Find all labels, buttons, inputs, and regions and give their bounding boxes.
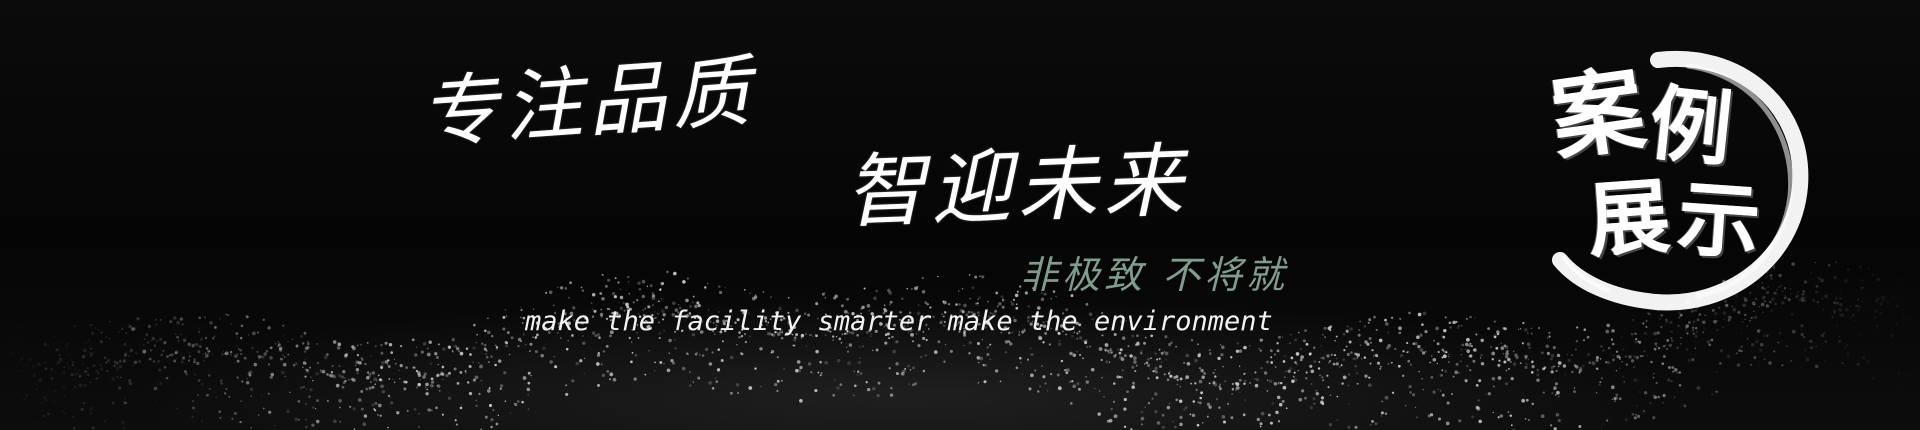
tagline: 非极致 不将就 [1020, 253, 1289, 297]
headline-focus-quality: 专注品质 [417, 46, 759, 160]
english-subtitle: make the facility smarter make the envir… [525, 306, 1273, 337]
brush-circle-icon [1552, 50, 1809, 311]
headline-smart-future: 智迎未来 [843, 134, 1191, 239]
case-showcase-badge: 案 例 展 示 [1538, 46, 1818, 316]
badge-char-an: 案 [1544, 54, 1652, 174]
badge-char-zhan: 展 [1584, 168, 1674, 270]
badge-char-shi: 示 [1674, 170, 1764, 272]
badge-char-li: 例 [1645, 74, 1737, 180]
